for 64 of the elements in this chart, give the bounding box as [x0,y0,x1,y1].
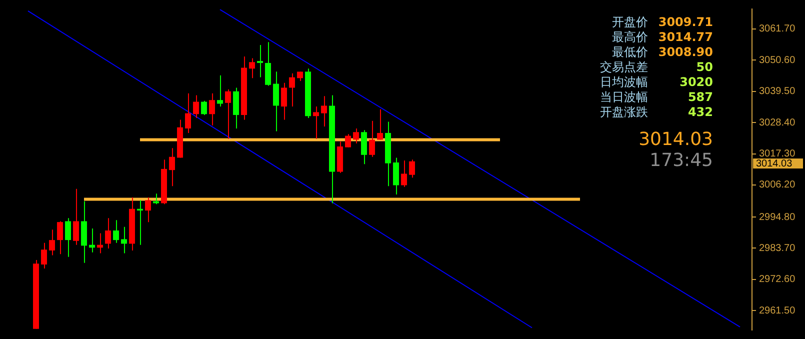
y-tick-label: 2972.60 [759,274,796,286]
candlestick [97,232,103,254]
y-tick-label: 3017.30 [759,148,796,160]
candlestick [265,42,271,86]
candlestick [193,94,199,119]
candlestick [57,220,63,255]
candlestick [41,242,47,269]
candlestick [273,71,279,132]
annotation: 日均波幅 [599,75,648,89]
candlestick [353,128,359,144]
candlestick [377,108,383,140]
candlestick [121,226,127,254]
candlestick [257,44,263,78]
candlestick [249,58,255,79]
candlestick [145,196,151,223]
y-tick-label: 3039.50 [759,86,796,98]
y-tick-label: 3028.40 [759,117,796,128]
candlestick [225,88,231,140]
y-tick-label: 2994.80 [759,212,796,223]
annotation: 交易点差 [599,60,648,74]
annotation: 3008.90 [657,45,713,59]
annotation: 3020 [678,75,713,89]
candlestick [297,71,303,82]
annotation: 3014.03 [638,129,713,150]
annotation: 开盘涨跌 [599,105,648,119]
candlestick [409,159,415,178]
candlestick [313,106,319,140]
y-tick-label: 3050.60 [759,54,796,66]
candlestick [73,188,79,246]
candlestick [89,228,95,253]
text: 3014.03 [756,158,793,170]
candlestick [361,130,367,165]
candlestick [49,229,55,256]
candlestick [345,134,351,148]
candlestick [65,218,71,258]
candlestick [393,157,399,196]
candlestick [137,200,143,246]
candlestick [209,92,215,126]
annotation: 587 [686,90,713,104]
y-tick-label: 3061.70 [759,24,796,35]
y-tick-label: 2983.70 [759,242,796,254]
annotation: 173:45 [648,150,713,171]
candlestick [113,220,119,244]
annotation: 50 [695,60,713,74]
annotation: 开盘价 [611,15,648,29]
candlestick [281,82,287,120]
candlestick [185,92,191,134]
annotation: 最高价 [611,30,648,44]
y-tick-label: 3006.20 [759,180,796,191]
candlestick [201,100,207,116]
y-tick-label: 2961.50 [759,305,796,316]
candlestick [169,148,175,187]
annotation: 432 [686,105,713,119]
candlestick [217,74,223,108]
candlestick [233,87,239,129]
annotation: 最低价 [611,45,648,59]
annotation: 3009.71 [657,15,713,29]
candlestick [105,218,111,249]
annotation: 3014.77 [657,30,713,44]
candlestick [401,160,407,188]
candlestick [369,120,375,158]
annotation: 当日波幅 [599,90,648,104]
candlestick [289,72,295,108]
candlestick [321,96,327,127]
